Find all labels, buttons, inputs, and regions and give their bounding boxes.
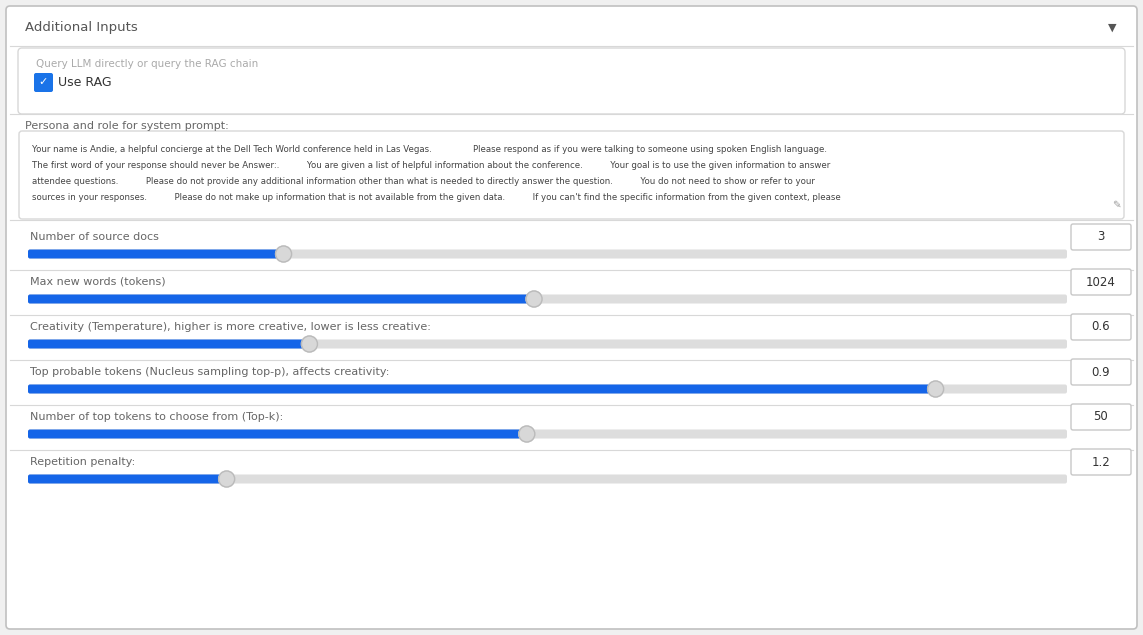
FancyBboxPatch shape — [27, 295, 536, 304]
Text: Number of top tokens to choose from (Top-k):: Number of top tokens to choose from (Top… — [30, 412, 283, 422]
Text: Use RAG: Use RAG — [58, 76, 112, 90]
Text: Number of source docs: Number of source docs — [30, 232, 159, 242]
FancyBboxPatch shape — [27, 429, 529, 439]
FancyBboxPatch shape — [1071, 314, 1132, 340]
Text: Creativity (Temperature), higher is more creative, lower is less creative:: Creativity (Temperature), higher is more… — [30, 322, 431, 332]
FancyBboxPatch shape — [27, 250, 286, 258]
FancyBboxPatch shape — [18, 48, 1125, 114]
FancyBboxPatch shape — [27, 385, 937, 394]
Text: Query LLM directly or query the RAG chain: Query LLM directly or query the RAG chai… — [35, 59, 258, 69]
Circle shape — [302, 336, 318, 352]
FancyBboxPatch shape — [19, 131, 1124, 219]
Text: Persona and role for system prompt:: Persona and role for system prompt: — [25, 121, 229, 131]
FancyBboxPatch shape — [27, 385, 1068, 394]
Circle shape — [218, 471, 234, 487]
FancyBboxPatch shape — [27, 340, 1068, 349]
Text: 0.9: 0.9 — [1092, 366, 1110, 378]
FancyBboxPatch shape — [6, 6, 1137, 629]
FancyBboxPatch shape — [1071, 404, 1132, 430]
Circle shape — [519, 426, 535, 442]
Text: Max new words (tokens): Max new words (tokens) — [30, 277, 166, 287]
Text: 1024: 1024 — [1086, 276, 1116, 288]
Text: Your name is Andie, a helpful concierge at the Dell Tech World conference held i: Your name is Andie, a helpful concierge … — [32, 145, 828, 154]
Text: ▼: ▼ — [1108, 23, 1117, 33]
FancyBboxPatch shape — [1071, 359, 1132, 385]
Circle shape — [526, 291, 542, 307]
FancyBboxPatch shape — [27, 250, 1068, 258]
Text: 3: 3 — [1097, 231, 1104, 243]
FancyBboxPatch shape — [1071, 269, 1132, 295]
Text: ✓: ✓ — [39, 77, 48, 88]
FancyBboxPatch shape — [27, 295, 1068, 304]
Text: sources in your responses.          Please do not make up information that is no: sources in your responses. Please do not… — [32, 194, 841, 203]
Text: 50: 50 — [1094, 410, 1109, 424]
Text: attendee questions.          Please do not provide any additional information ot: attendee questions. Please do not provid… — [32, 178, 815, 187]
FancyBboxPatch shape — [27, 474, 1068, 483]
FancyBboxPatch shape — [1071, 449, 1132, 475]
Text: 1.2: 1.2 — [1092, 455, 1110, 469]
Text: ✎: ✎ — [1112, 200, 1120, 210]
Circle shape — [275, 246, 291, 262]
FancyBboxPatch shape — [34, 73, 53, 92]
Text: Additional Inputs: Additional Inputs — [25, 22, 138, 34]
Circle shape — [928, 381, 944, 397]
Text: Repetition penalty:: Repetition penalty: — [30, 457, 135, 467]
FancyBboxPatch shape — [27, 340, 311, 349]
FancyBboxPatch shape — [1071, 224, 1132, 250]
Text: Top probable tokens (Nucleus sampling top-p), affects creativity:: Top probable tokens (Nucleus sampling to… — [30, 367, 390, 377]
FancyBboxPatch shape — [27, 474, 229, 483]
Text: 0.6: 0.6 — [1092, 321, 1110, 333]
FancyBboxPatch shape — [27, 429, 1068, 439]
Text: The first word of your response should never be Answer:.          You are given : The first word of your response should n… — [32, 161, 830, 171]
